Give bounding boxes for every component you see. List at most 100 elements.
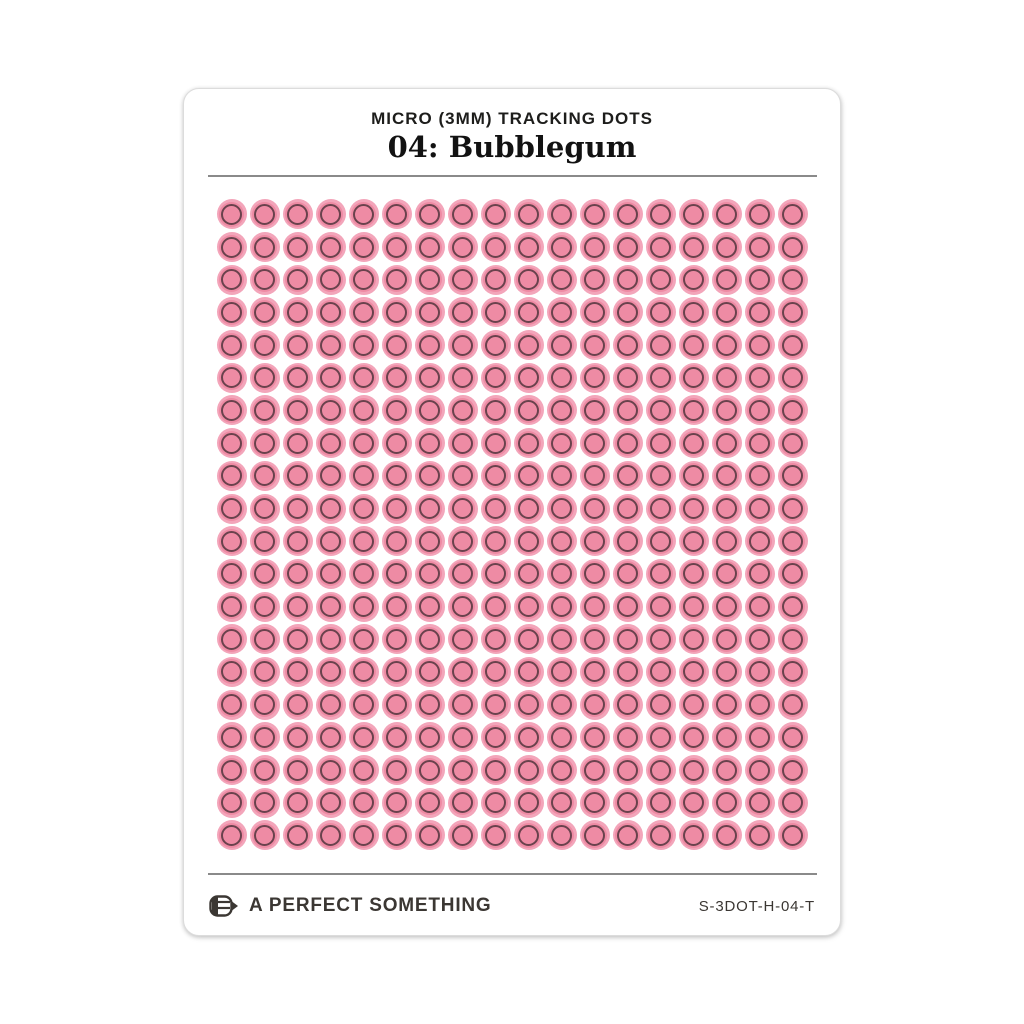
tracking-dot bbox=[249, 232, 280, 263]
tracking-dot bbox=[315, 526, 346, 557]
tracking-dot bbox=[711, 591, 742, 622]
tracking-dot bbox=[711, 526, 742, 557]
tracking-dot bbox=[579, 460, 610, 491]
tracking-dot bbox=[612, 297, 643, 328]
tracking-dot bbox=[381, 558, 412, 589]
tracking-dot bbox=[381, 428, 412, 459]
tracking-dot bbox=[315, 199, 346, 230]
tracking-dot bbox=[480, 330, 511, 361]
tracking-dot bbox=[645, 722, 676, 753]
tracking-dot bbox=[282, 820, 313, 851]
tracking-dot bbox=[612, 558, 643, 589]
tracking-dot bbox=[612, 428, 643, 459]
tracking-dot bbox=[513, 624, 544, 655]
tracking-dot bbox=[645, 460, 676, 491]
tracking-dot bbox=[381, 755, 412, 786]
tracking-dot bbox=[216, 787, 247, 818]
tracking-dot bbox=[513, 526, 544, 557]
tracking-dot bbox=[447, 656, 478, 687]
tracking-dot bbox=[216, 820, 247, 851]
tracking-dot bbox=[414, 330, 445, 361]
tracking-dot bbox=[744, 395, 775, 426]
tracking-dot bbox=[249, 656, 280, 687]
tracking-dot bbox=[315, 428, 346, 459]
tracking-dot bbox=[777, 460, 808, 491]
tracking-dot bbox=[414, 526, 445, 557]
tracking-dot bbox=[513, 689, 544, 720]
tracking-dot bbox=[513, 460, 544, 491]
tracking-dot bbox=[414, 264, 445, 295]
tracking-dot bbox=[447, 264, 478, 295]
tracking-dot bbox=[381, 656, 412, 687]
tracking-dot bbox=[645, 656, 676, 687]
tracking-dot bbox=[447, 297, 478, 328]
tracking-dot bbox=[447, 526, 478, 557]
tracking-dot bbox=[546, 787, 577, 818]
tracking-dot bbox=[249, 330, 280, 361]
tracking-dot bbox=[282, 624, 313, 655]
tracking-dot bbox=[282, 460, 313, 491]
tracking-dot bbox=[249, 787, 280, 818]
tracking-dot bbox=[414, 820, 445, 851]
tracking-dot bbox=[315, 558, 346, 589]
tracking-dot bbox=[777, 526, 808, 557]
pencil-icon bbox=[209, 895, 239, 917]
tracking-dot bbox=[348, 526, 379, 557]
tracking-dot bbox=[348, 656, 379, 687]
tracking-dot bbox=[711, 722, 742, 753]
tracking-dot bbox=[348, 591, 379, 622]
tracking-dot bbox=[513, 591, 544, 622]
tracking-dot bbox=[744, 297, 775, 328]
tracking-dot bbox=[216, 460, 247, 491]
tracking-dot bbox=[480, 493, 511, 524]
tracking-dot bbox=[447, 362, 478, 393]
tracking-dot bbox=[546, 362, 577, 393]
tracking-dot bbox=[249, 526, 280, 557]
tracking-dot bbox=[315, 689, 346, 720]
tracking-dot bbox=[381, 232, 412, 263]
tracking-dot bbox=[447, 460, 478, 491]
tracking-dot bbox=[579, 493, 610, 524]
tracking-dot bbox=[546, 199, 577, 230]
tracking-dot bbox=[612, 624, 643, 655]
tracking-dot bbox=[315, 656, 346, 687]
sticker-sheet-card: MICRO (3MM) TRACKING DOTS 04: Bubblegum … bbox=[183, 88, 841, 936]
tracking-dot bbox=[744, 787, 775, 818]
tracking-dot bbox=[315, 755, 346, 786]
tracking-dot bbox=[645, 755, 676, 786]
tracking-dot bbox=[744, 689, 775, 720]
tracking-dot bbox=[546, 460, 577, 491]
tracking-dot bbox=[447, 820, 478, 851]
tracking-dot bbox=[678, 493, 709, 524]
tracking-dot bbox=[513, 330, 544, 361]
tracking-dot bbox=[678, 820, 709, 851]
tracking-dot bbox=[777, 493, 808, 524]
tracking-dot bbox=[744, 591, 775, 622]
tracking-dot bbox=[414, 362, 445, 393]
tracking-dot bbox=[480, 264, 511, 295]
tracking-dot bbox=[645, 362, 676, 393]
tracking-dot bbox=[480, 297, 511, 328]
tracking-dot bbox=[249, 591, 280, 622]
tracking-dot bbox=[777, 199, 808, 230]
tracking-dot bbox=[546, 820, 577, 851]
tracking-dot bbox=[348, 624, 379, 655]
tracking-dot bbox=[711, 624, 742, 655]
dots-grid bbox=[215, 198, 809, 852]
tracking-dot bbox=[678, 232, 709, 263]
tracking-dot bbox=[414, 656, 445, 687]
tracking-dot bbox=[381, 460, 412, 491]
tracking-dot bbox=[645, 493, 676, 524]
brand-name: A PERFECT SOMETHING bbox=[249, 895, 492, 916]
tracking-dot bbox=[282, 787, 313, 818]
tracking-dot bbox=[282, 722, 313, 753]
tracking-dot bbox=[348, 428, 379, 459]
tracking-dot bbox=[348, 330, 379, 361]
tracking-dot bbox=[513, 232, 544, 263]
tracking-dot bbox=[216, 264, 247, 295]
tracking-dot bbox=[480, 428, 511, 459]
tracking-dot bbox=[645, 199, 676, 230]
tracking-dot bbox=[249, 558, 280, 589]
tracking-dot bbox=[678, 199, 709, 230]
tracking-dot bbox=[447, 722, 478, 753]
